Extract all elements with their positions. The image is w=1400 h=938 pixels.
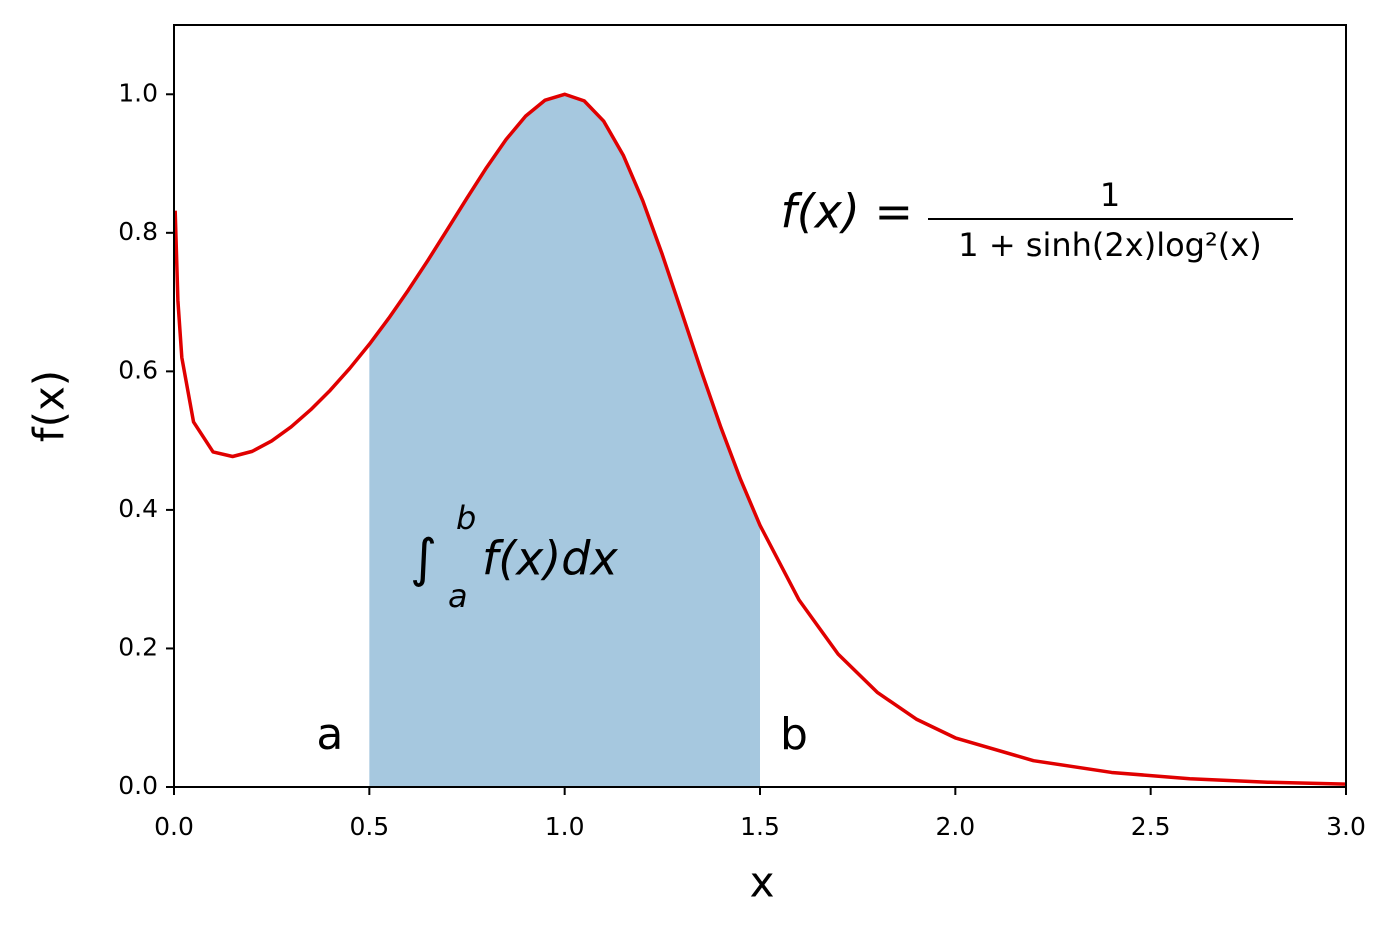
formula-lhs: f(x) = xyxy=(781,185,913,239)
y-tick-label: 0.8 xyxy=(118,217,158,246)
bound-label-a: a xyxy=(316,709,343,760)
x-tick-label: 0.0 xyxy=(154,812,194,841)
y-tick-label: 0.6 xyxy=(118,355,158,384)
line xyxy=(173,92,1347,786)
integrand: f(x)dx xyxy=(482,532,619,586)
integral-upper: b xyxy=(456,499,476,537)
y-tick-label: 0.2 xyxy=(118,632,158,661)
formula-numerator: 1 xyxy=(1100,176,1120,214)
y-tick-label: 0.0 xyxy=(118,771,158,800)
formula-denominator: 1 + sinh(2x)log²(x) xyxy=(958,226,1261,264)
x-axis-label: x xyxy=(750,858,775,907)
x-tick-label: 1.0 xyxy=(545,812,585,841)
x-tick-label: 3.0 xyxy=(1326,812,1366,841)
y-tick-label: 1.0 xyxy=(118,78,158,107)
integral-symbol: ∫ xyxy=(410,529,437,589)
bound-label-b: b xyxy=(780,709,808,760)
y-axis-label: f(x) xyxy=(25,370,74,442)
x-tick-label: 2.5 xyxy=(1131,812,1171,841)
y-tick-label: 0.4 xyxy=(118,494,158,523)
integral-lower: a xyxy=(448,577,468,615)
shaded-area xyxy=(369,94,760,788)
x-tick-label: 2.0 xyxy=(935,812,975,841)
x-tick-label: 1.5 xyxy=(740,812,780,841)
x-tick-label: 0.5 xyxy=(349,812,389,841)
